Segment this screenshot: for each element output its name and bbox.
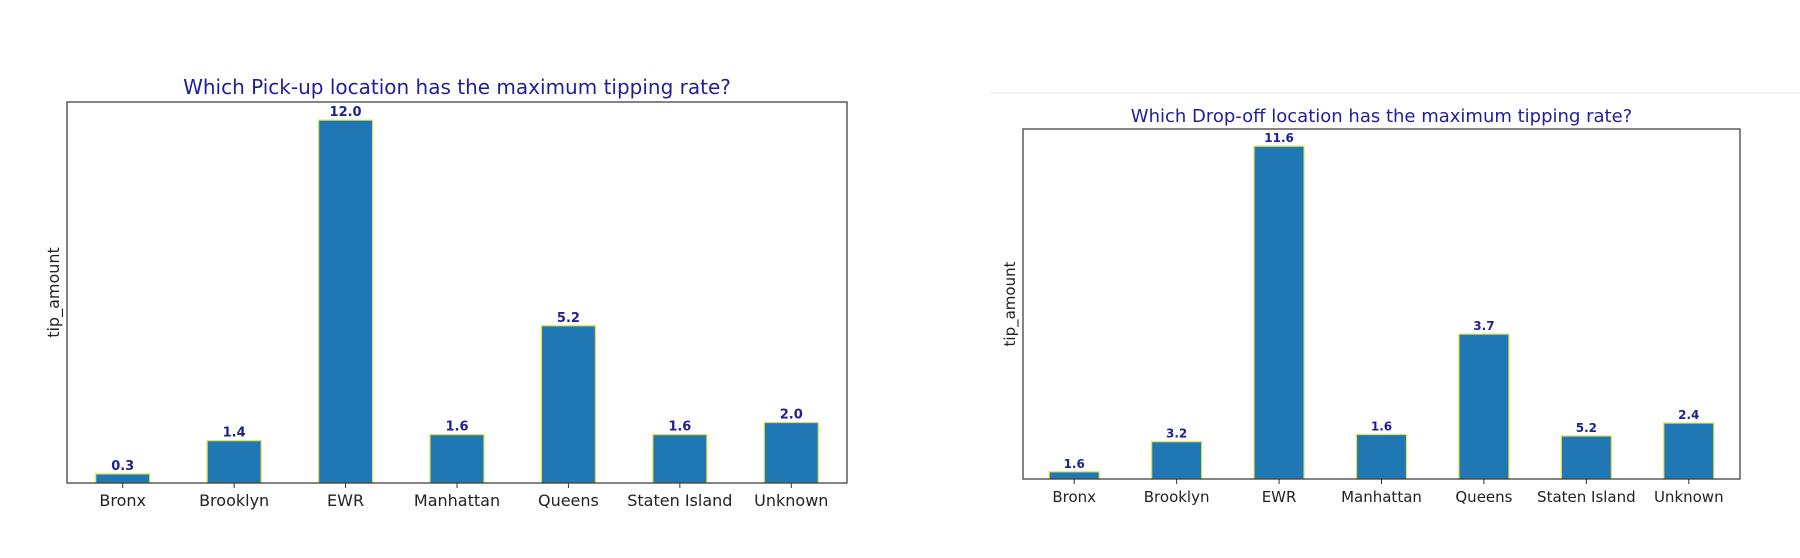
data-label: 5.2 [1576, 421, 1597, 435]
bar [1458, 333, 1510, 480]
bar [1048, 471, 1100, 480]
x-tick-label: Unknown [1654, 488, 1724, 506]
x-tick-label: Bronx [99, 491, 146, 510]
x-tick-label: EWR [327, 491, 364, 510]
pickup-chart: Which Pick-up location has the maximum t… [44, 75, 848, 510]
data-label: 1.6 [668, 420, 691, 435]
x-tick-label: Queens [538, 491, 599, 510]
chart-title: Which Drop-off location has the maximum … [1131, 106, 1632, 127]
y-axis-label: tip_amount [44, 247, 64, 338]
bar [317, 119, 374, 484]
y-axis-label: tip_amount [1001, 261, 1020, 346]
x-tick-label: Manhattan [414, 491, 500, 510]
plot-frame [66, 101, 848, 484]
data-label: 3.7 [1473, 319, 1494, 333]
data-label: 11.6 [1264, 131, 1294, 145]
bar [763, 421, 819, 484]
data-label: 1.6 [1371, 420, 1392, 434]
bar [540, 325, 597, 484]
data-label: 1.6 [445, 420, 468, 435]
dropoff-chart: Which Drop-off location has the maximum … [1001, 106, 1741, 506]
x-tick-label: Brooklyn [1144, 488, 1210, 506]
chart-title: Which Pick-up location has the maximum t… [183, 75, 731, 99]
bar [1560, 435, 1612, 480]
x-tick-label: Unknown [754, 491, 828, 510]
bar [95, 473, 151, 484]
bar [429, 434, 485, 484]
data-label: 12.0 [330, 105, 362, 120]
bar [1151, 441, 1203, 480]
data-label: 2.0 [780, 408, 803, 423]
x-tick-label: Staten Island [627, 491, 732, 510]
plot-frame [1022, 128, 1741, 480]
data-label: 0.3 [111, 459, 134, 474]
x-tick-label: EWR [1262, 488, 1297, 506]
data-label: 5.2 [557, 311, 580, 326]
x-tick-label: Manhattan [1341, 488, 1422, 506]
x-tick-label: Brooklyn [199, 491, 269, 510]
x-tick-label: Staten Island [1537, 488, 1636, 506]
bar [1253, 145, 1305, 480]
data-label: 3.2 [1166, 427, 1187, 441]
bar [206, 440, 262, 484]
data-label: 1.6 [1064, 457, 1085, 471]
data-label: 2.4 [1678, 408, 1699, 422]
bar [652, 434, 708, 484]
bar [1663, 422, 1715, 480]
bar [1355, 433, 1408, 480]
data-label: 1.4 [223, 426, 246, 441]
x-tick-label: Queens [1455, 488, 1512, 506]
x-tick-label: Bronx [1052, 488, 1096, 506]
